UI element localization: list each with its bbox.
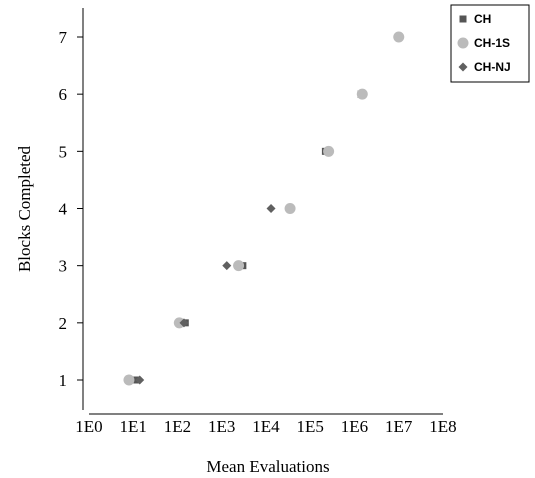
ch-1s-point [393, 31, 405, 43]
x-tick-label: 1E0 [75, 417, 102, 436]
x-axis: 1E0 1E1 1E2 1E3 1E4 1E5 1E6 1E7 1E8 [75, 413, 457, 436]
ch-1s-point [356, 88, 368, 100]
x-tick-label: 1E5 [297, 417, 324, 436]
y-tick-label: 5 [59, 142, 68, 161]
ch-1s-point [233, 260, 245, 272]
legend-items: CH CH-1S CH-NJ [457, 12, 511, 74]
x-ticks: 1E0 1E1 1E2 1E3 1E4 1E5 1E6 1E7 1E8 [75, 417, 456, 436]
legend-label: CH-1S [474, 36, 510, 50]
legend-item-ch: CH [459, 12, 491, 26]
y-tick-label: 2 [59, 314, 68, 333]
x-tick-label: 1E1 [120, 417, 147, 436]
ch-nj-point [135, 375, 145, 385]
y-tick-label: 4 [59, 200, 68, 219]
x-tick-label: 1E3 [208, 417, 235, 436]
legend: CH CH-1S CH-NJ [450, 4, 530, 83]
y-axis-title: Blocks Completed [15, 145, 34, 272]
legend-item-ch-nj: CH-NJ [458, 60, 511, 74]
y-tick-label: 7 [59, 28, 68, 47]
legend-marker [457, 37, 469, 49]
x-tick-label: 1E2 [164, 417, 191, 436]
legend-label: CH [474, 12, 491, 26]
series-ch-1s [123, 31, 405, 386]
x-tick-label: 1E4 [252, 417, 280, 436]
series-ch-nj [135, 204, 276, 385]
ch-nj-point [179, 318, 189, 328]
y-tick-label: 3 [59, 257, 68, 276]
ch-1s-point [323, 145, 335, 157]
ch-1s-point [123, 374, 135, 386]
legend-marker [458, 62, 468, 72]
data-points [123, 31, 405, 386]
legend-label: CH-NJ [474, 60, 511, 74]
legend-marker [459, 15, 467, 23]
y-tick-label: 1 [59, 371, 68, 390]
x-tick-label: 1E7 [385, 417, 413, 436]
y-ticks: 1 2 3 4 5 6 7 [59, 28, 83, 390]
x-axis-title: Mean Evaluations [206, 457, 329, 476]
ch-nj-point [222, 261, 232, 271]
x-tick-label: 1E6 [341, 417, 368, 436]
x-tick-label: 1E8 [429, 417, 456, 436]
legend-item-ch-1s: CH-1S [457, 36, 510, 50]
ch-1s-point [284, 203, 296, 214]
ch-nj-point [266, 204, 276, 213]
y-tick-label: 6 [59, 85, 68, 104]
ch-1s-point [173, 317, 185, 329]
y-axis: 1 2 3 4 5 6 7 [59, 8, 84, 410]
